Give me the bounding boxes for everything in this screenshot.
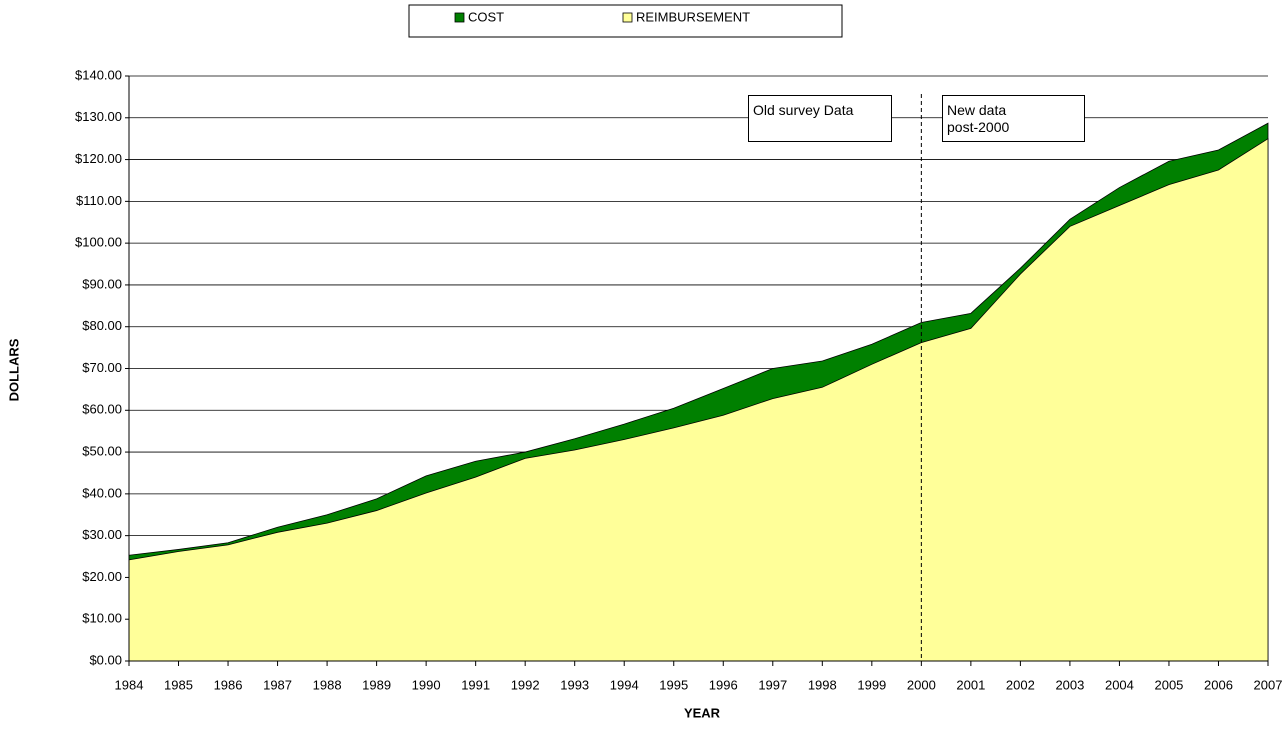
x-axis-label: YEAR xyxy=(684,705,721,720)
x-tick-label: 1992 xyxy=(511,677,540,692)
y-tick-label: $10.00 xyxy=(82,611,122,626)
x-tick-label: 1995 xyxy=(659,677,688,692)
y-tick-label: $0.00 xyxy=(89,652,122,667)
y-tick-label: $120.00 xyxy=(75,151,122,166)
x-tick-label: 1990 xyxy=(412,677,441,692)
annotation: Old survey Data xyxy=(748,95,892,142)
x-tick-label: 1998 xyxy=(808,677,837,692)
x-tick-label: 1993 xyxy=(560,677,589,692)
x-tick-label: 2002 xyxy=(1006,677,1035,692)
x-tick-label: 1986 xyxy=(214,677,243,692)
legend-swatch xyxy=(454,12,465,23)
legend-label: COST xyxy=(468,9,504,24)
x-tick-label: 1997 xyxy=(758,677,787,692)
x-tick-label: 1988 xyxy=(313,677,342,692)
x-tick-label: 1989 xyxy=(362,677,391,692)
x-tick-label: 2006 xyxy=(1204,677,1233,692)
y-tick-label: $40.00 xyxy=(82,485,122,500)
y-tick-label: $110.00 xyxy=(76,193,122,208)
x-tick-label: 2007 xyxy=(1254,677,1283,692)
y-tick-label: $50.00 xyxy=(82,444,122,459)
x-tick-label: 1984 xyxy=(115,677,144,692)
x-tick-label: 1991 xyxy=(461,677,490,692)
y-tick-label: $100.00 xyxy=(75,235,122,250)
x-tick-label: 1985 xyxy=(164,677,193,692)
y-tick-label: $60.00 xyxy=(82,402,122,417)
x-tick-label: 2003 xyxy=(1055,677,1084,692)
x-tick-label: 1994 xyxy=(610,677,639,692)
y-tick-label: $80.00 xyxy=(82,318,122,333)
area xyxy=(128,137,1269,662)
y-tick-label: $130.00 xyxy=(75,109,122,124)
x-tick-label: 1999 xyxy=(857,677,886,692)
x-tick-label: 2005 xyxy=(1154,677,1183,692)
x-tick-label: 2004 xyxy=(1105,677,1134,692)
x-tick-label: 2001 xyxy=(956,677,985,692)
y-tick-label: $70.00 xyxy=(82,360,122,375)
annotation: New data post-2000 xyxy=(942,95,1085,142)
y-tick-label: $20.00 xyxy=(82,569,122,584)
x-tick-label: 1987 xyxy=(263,677,292,692)
legend-label: REIMBURSEMENT xyxy=(636,9,750,24)
y-tick-label: $140.00 xyxy=(75,67,122,82)
y-tick-label: $90.00 xyxy=(82,276,122,291)
x-tick-label: 2000 xyxy=(907,677,936,692)
y-axis-label: DOLLARS xyxy=(6,338,21,401)
legend-swatch xyxy=(622,12,633,23)
x-tick-label: 1996 xyxy=(709,677,738,692)
y-tick-label: $30.00 xyxy=(82,527,122,542)
